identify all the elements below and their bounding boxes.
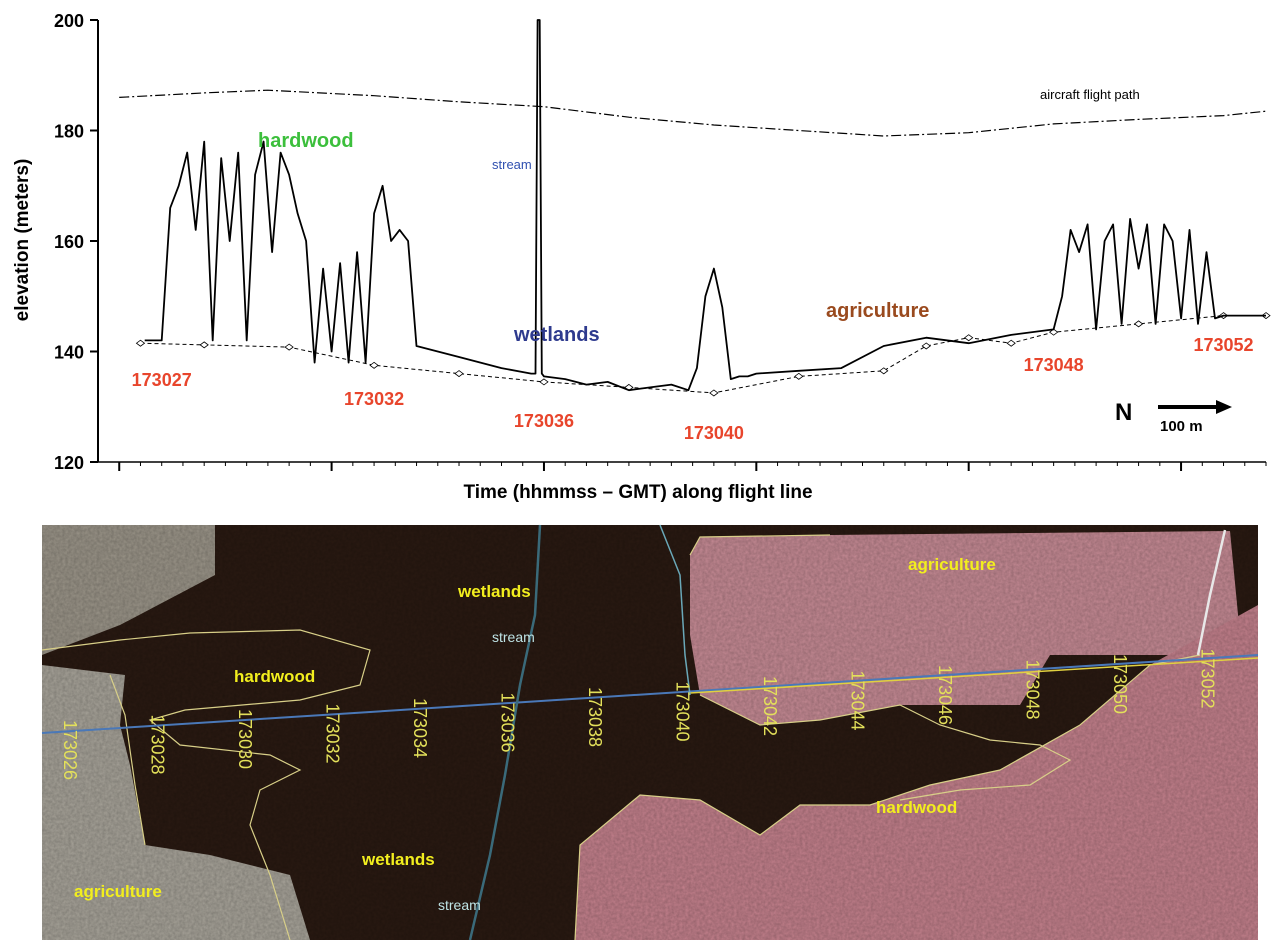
map-hardwood-left: hardwood [234,667,315,686]
map-stream-top: stream [492,629,535,645]
ground-marker [284,343,294,351]
ground-marker [539,378,549,386]
ground-marker [1006,339,1016,347]
ground-marker [369,361,379,369]
time-label: 173040 [684,423,744,443]
y-ticks: 120 140 160 180 200 [54,11,98,473]
north-arrow-icon [1158,400,1232,414]
map-time-labels: 173026 173028 173030 173032 173034 173036 1730… [60,649,1218,781]
map-stream-bottom: stream [438,897,481,913]
elevation-chart: 120 140 160 180 200 elevation (meters) Time … [12,11,1271,503]
ground-marker [964,334,974,342]
series-ground [140,315,1266,394]
map-time-label: 173036 [498,693,518,753]
map-wetlands-top: wetlands [457,582,531,601]
map-time-label: 173026 [60,720,80,780]
map-time-label: 173028 [148,715,168,775]
map-hardwood-right: hardwood [876,798,957,817]
stream-line [468,524,542,940]
x-axis-title: Time (hhmmss – GMT) along flight line [463,482,812,503]
series-layer [119,19,1271,397]
x-ticks [118,462,1267,471]
series-aircraft-flight-path [119,89,1267,137]
flight-path-label: aircraft flight path [1040,87,1140,102]
y-tick-label: 140 [54,343,84,363]
time-label: 173032 [344,389,404,409]
y-tick-label: 160 [54,232,84,252]
time-label: 173048 [1024,355,1084,375]
scale-label: 100 m [1160,418,1203,435]
y-tick-label: 120 [54,453,84,473]
series-canopy [144,19,1266,392]
y-tick-label: 180 [54,122,84,142]
field-boundaries [41,534,1201,940]
map-time-label: 173034 [410,698,430,758]
map-wetlands-bottom: wetlands [361,850,435,869]
stream-label: stream [492,157,532,172]
north-label: N [1115,399,1132,426]
ground-marker [1048,328,1059,336]
ground-marker [794,372,804,380]
time-label: 173036 [514,411,574,431]
map-time-label: 173038 [585,687,605,747]
map-time-label: 173040 [673,682,693,742]
map-time-label: 173046 [935,665,955,725]
map-time-label: 173052 [1198,649,1218,709]
time-label: 173052 [1193,335,1253,355]
map-time-label: 173044 [848,671,868,731]
ground-marker [921,342,931,350]
ground-marker [879,367,889,375]
map-agriculture-bottom: agriculture [74,882,162,901]
flight-line [41,654,1259,734]
satellite-map: 173026 173028 173030 173032 173034 173036 1730… [41,524,1259,940]
ground-marker [135,339,146,347]
map-time-label: 173050 [1110,654,1130,714]
agriculture-label: agriculture [826,300,929,322]
ground-marker [199,341,209,349]
hardwood-label: hardwood [258,130,354,152]
map-agriculture-top: agriculture [908,555,996,574]
wetlands-label: wetlands [513,324,600,346]
map-time-label: 173032 [323,704,343,764]
ground-marker [454,370,464,378]
map-time-label: 173048 [1023,660,1043,720]
map-time-label: 173030 [235,709,255,769]
y-axis-title: elevation (meters) [12,159,33,322]
map-time-label: 173042 [760,676,780,736]
ground-marker [709,389,719,397]
y-tick-label: 200 [54,11,84,31]
time-labels: 173027 173032 173036 173040 173048 173052 [132,335,1254,443]
ground-marker [1133,320,1144,328]
time-label: 173027 [132,370,192,390]
